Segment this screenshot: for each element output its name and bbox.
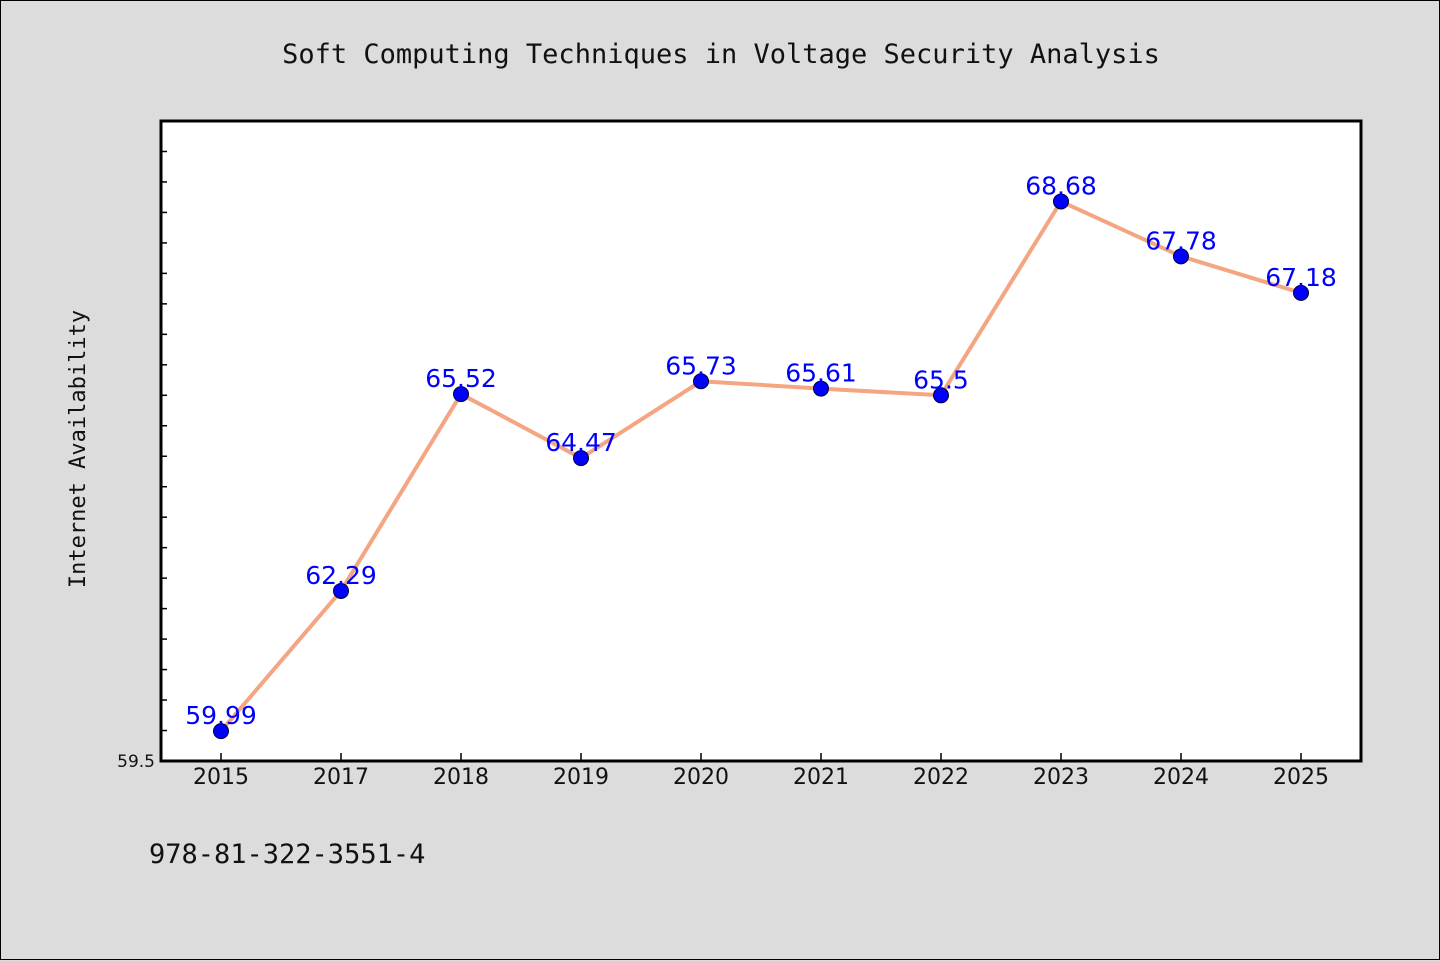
x-tick-label: 2018 <box>433 765 489 790</box>
x-tick-label: 2024 <box>1153 765 1209 790</box>
data-label: 65.61 <box>785 359 857 388</box>
data-markers <box>213 193 1309 740</box>
data-point <box>453 386 469 403</box>
data-point <box>1293 284 1309 301</box>
series-line-group <box>219 199 1303 734</box>
x-tick-label: 2019 <box>553 765 609 790</box>
data-labels: 59.99 62.29 65.52 64.47 65.73 65.61 65.5 68.68 6… <box>185 171 1337 730</box>
data-label: 65.73 <box>665 351 737 380</box>
data-point <box>1173 248 1189 265</box>
data-label: 64.47 <box>545 428 617 457</box>
data-point <box>813 380 829 397</box>
data-label: 62.29 <box>305 561 377 590</box>
x-tick-label: 2025 <box>1273 765 1329 790</box>
data-point <box>213 723 229 740</box>
data-point <box>333 582 349 599</box>
data-point <box>933 387 949 404</box>
chart-title: Soft Computing Techniques in Voltage Sec… <box>282 39 1160 70</box>
x-tick-label: 2021 <box>793 765 849 790</box>
x-tick-label: 2022 <box>913 765 969 790</box>
x-tick-label: 2023 <box>1033 765 1089 790</box>
data-point <box>573 450 589 467</box>
data-label: 68.68 <box>1025 171 1097 200</box>
data-label: 67.18 <box>1265 263 1337 292</box>
data-label: 59.99 <box>185 701 257 730</box>
plot-border <box>159 119 1363 763</box>
series-line <box>219 199 1303 734</box>
data-point <box>1053 193 1069 210</box>
data-point <box>693 373 709 390</box>
data-label: 65.5 <box>913 365 969 394</box>
data-label: 65.52 <box>425 364 497 393</box>
x-tick-label: 2020 <box>673 765 729 790</box>
data-label: 67.78 <box>1145 226 1217 255</box>
plot-area <box>161 121 1361 761</box>
y-axis-tick-labels: 59.5 <box>117 752 155 772</box>
x-axis-tick-labels: 2015 2017 2018 2019 2020 2021 2022 2023 2024 2025 <box>193 765 1329 790</box>
x-tick-label: 2015 <box>193 765 249 790</box>
isbn-text: 978-81-322-3551-4 <box>149 839 425 870</box>
y-tick-label: 59.5 <box>117 752 155 772</box>
x-tick-label: 2017 <box>313 765 369 790</box>
y-axis-label: Internet Availability <box>66 310 91 588</box>
